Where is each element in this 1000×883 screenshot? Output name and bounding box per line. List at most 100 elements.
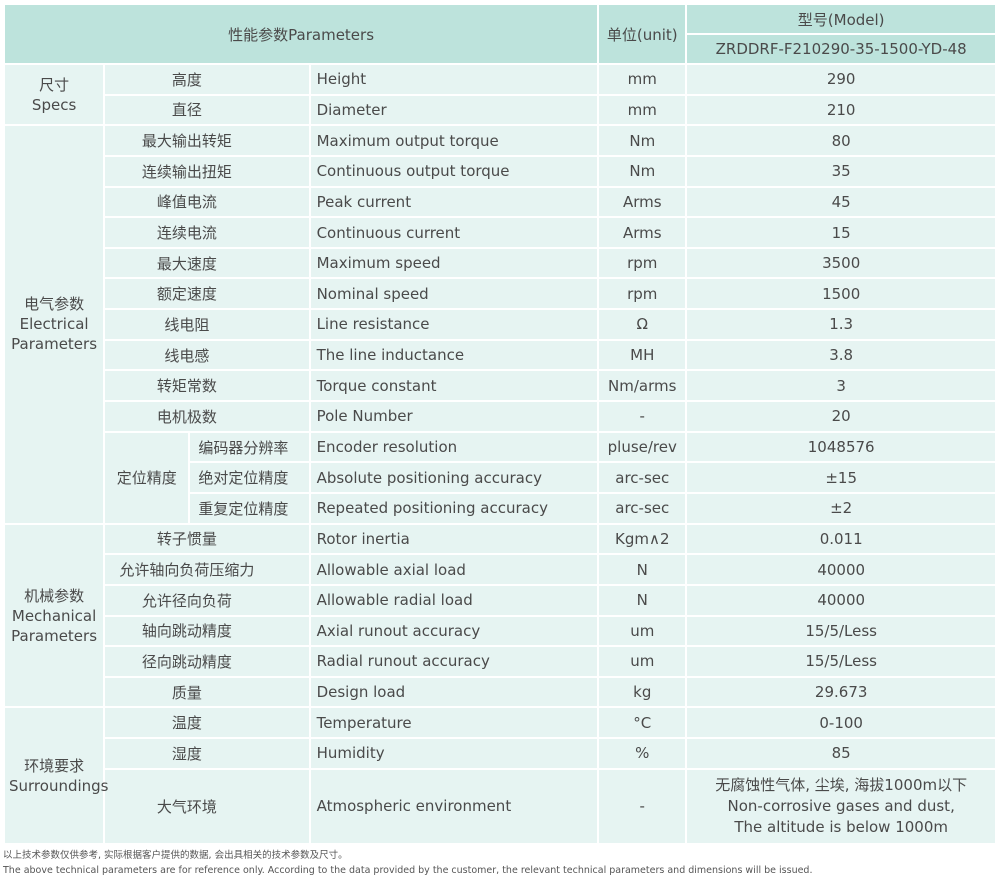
- table-row: 峰值电流 Peak current Arms 45: [5, 187, 995, 217]
- param-value: 无腐蚀性气体, 尘埃, 海拔1000m以下 Non-corrosive gases…: [687, 769, 995, 843]
- param-value: 15/5/Less: [687, 616, 995, 646]
- param-name-cn: 电机极数: [105, 402, 309, 431]
- note-cn: 以上技术参数仅供参考, 实际根据客户提供的数据, 会出具相关的技术参数及尺寸。: [3, 850, 348, 861]
- param-unit: °C: [599, 708, 686, 738]
- param-name-cn: 重复定位精度: [190, 493, 309, 523]
- param-name-en: Maximum speed: [310, 248, 598, 278]
- param-unit: N: [599, 555, 686, 584]
- param-unit: N: [599, 585, 686, 615]
- param-value: 1.3: [687, 310, 995, 339]
- param-name-cn: 连续电流: [105, 218, 309, 247]
- param-name-en: Height: [310, 65, 598, 94]
- param-name-en: Humidity: [310, 739, 598, 768]
- group-label-cn: 机械参数: [24, 586, 85, 605]
- param-name-cn: 大气环境: [105, 769, 309, 843]
- param-name-cn: 质量: [105, 677, 309, 707]
- spec-table: 性能参数Parameters 单位(unit) 型号(Model) ZRDDRF…: [3, 3, 997, 845]
- header-unit: 单位(unit): [599, 5, 686, 63]
- param-name-cn: 温度: [105, 708, 309, 738]
- group-label-cn: 环境要求: [24, 756, 85, 775]
- param-name-en: Radial runout accuracy: [310, 647, 598, 676]
- param-unit: rpm: [599, 279, 686, 309]
- table-row: 径向跳动精度 Radial runout accuracy um 15/5/Less: [5, 647, 995, 676]
- table-row: 定位精度 编码器分辨率 Encoder resolution pluse/rev 104…: [5, 432, 995, 523]
- group-label-en: Surroundings: [9, 776, 109, 795]
- param-name-en: Atmospheric environment: [310, 769, 598, 843]
- table-row: 允许径向负荷 Allowable radial load N 40000: [5, 585, 995, 615]
- param-unit: pluse/rev: [599, 432, 686, 462]
- param-name-en: Temperature: [310, 708, 598, 738]
- table-row: 大气环境 Atmospheric environment - 无腐蚀性气体, 尘埃, …: [5, 769, 995, 843]
- param-unit: rpm: [599, 248, 686, 278]
- group-label-cn: 尺寸: [39, 75, 70, 94]
- param-value: 3500: [687, 248, 995, 278]
- param-name-cn: 编码器分辨率: [190, 432, 309, 462]
- header-model: ZRDDRF-F210290-35-1500-YD-48: [687, 35, 995, 63]
- param-value: ±2: [687, 493, 995, 523]
- table-row: 允许轴向负荷压缩力 Allowable axial load N 40000: [5, 555, 995, 584]
- param-value: 1048576: [687, 432, 995, 462]
- param-value: 0.011: [687, 524, 995, 554]
- param-value-line: 无腐蚀性气体, 尘埃, 海拔1000m以下: [715, 775, 968, 794]
- param-value: 3: [687, 371, 995, 401]
- param-name-cn: 高度: [105, 65, 309, 94]
- table-row: 连续电流 Continuous current Arms 15: [5, 218, 995, 247]
- param-name-en: Axial runout accuracy: [310, 616, 598, 646]
- table-row: 湿度 Humidity% 85: [5, 739, 995, 768]
- param-unit: kg: [599, 677, 686, 707]
- table-row: 直径 Diameter mm 210: [5, 95, 995, 125]
- param-name-cn: 峰值电流: [105, 187, 309, 217]
- param-unit: arc-sec: [599, 463, 686, 492]
- param-name-en: Continuous current: [310, 218, 598, 247]
- param-unit: Kgm∧2: [599, 524, 686, 554]
- param-value: 85: [687, 739, 995, 768]
- param-name-cn: 最大速度: [105, 248, 309, 278]
- param-unit: um: [599, 647, 686, 676]
- param-name-en: Maximum output torque: [310, 126, 598, 155]
- param-name-en: Diameter: [310, 95, 598, 125]
- param-value: ±15: [687, 463, 995, 492]
- param-value: 1500: [687, 279, 995, 309]
- group-label: 尺寸 Specs: [5, 65, 104, 125]
- param-name-en: Allowable axial load: [310, 555, 598, 584]
- param-value: 0-100: [687, 708, 995, 738]
- param-unit: mm: [599, 95, 686, 125]
- table-row: 转矩常数 Torque constant Nm/arms 3: [5, 371, 995, 401]
- param-value: 45: [687, 187, 995, 217]
- header-parameters: 性能参数Parameters: [5, 5, 598, 63]
- param-value: 290: [687, 65, 995, 94]
- param-name-cn: 允许径向负荷: [105, 585, 309, 615]
- param-unit: Nm: [599, 156, 686, 186]
- table-row: 尺寸 Specs 高度 Height mm 290: [5, 65, 995, 125]
- param-name-cn: 转矩常数: [105, 371, 309, 401]
- param-name-en: The line inductance: [310, 340, 598, 370]
- param-unit: arc-sec: [599, 493, 686, 523]
- param-name-cn: 线电阻: [105, 310, 309, 339]
- param-name-cn: 轴向跳动精度: [105, 616, 309, 646]
- footnotes: 以上技术参数仅供参考, 实际根据客户提供的数据, 会出具相关的技术参数及尺寸。 …: [3, 848, 812, 878]
- param-value: 210: [687, 95, 995, 125]
- param-unit: %: [599, 739, 686, 768]
- param-name-en: Peak current: [310, 187, 598, 217]
- table-row: 重复定位精度 Repeated positioning accuracy arc-s…: [5, 493, 995, 523]
- param-value: 40000: [687, 585, 995, 615]
- param-unit: Arms: [599, 187, 686, 217]
- param-name-en: Allowable radial load: [310, 585, 598, 615]
- param-name-en: Nominal speed: [310, 279, 598, 309]
- param-name-en: Encoder resolution: [310, 432, 598, 462]
- param-value: 20: [687, 402, 995, 431]
- param-value: 3.8: [687, 340, 995, 370]
- group-label: 机械参数 Mechanical Parameters: [5, 524, 104, 707]
- group-label: 电气参数 Electrical Parameters: [5, 126, 104, 523]
- param-value: 80: [687, 126, 995, 155]
- param-value: 35: [687, 156, 995, 186]
- table-row: 质量 Design load kg 29.673: [5, 677, 995, 707]
- group-label-en: Electrical Parameters: [11, 315, 98, 354]
- table-row: 电气参数 Electrical Parameters 最大输出转矩 Maximum o…: [5, 126, 995, 523]
- param-value: 40000: [687, 555, 995, 584]
- header-model-label: 型号(Model): [687, 5, 995, 33]
- param-value: 15: [687, 218, 995, 247]
- group-label-en: Mechanical Parameters: [11, 606, 98, 645]
- table-row: 连续输出扭矩 Continuous output torque Nm 35: [5, 156, 995, 186]
- param-value: 29.673: [687, 677, 995, 707]
